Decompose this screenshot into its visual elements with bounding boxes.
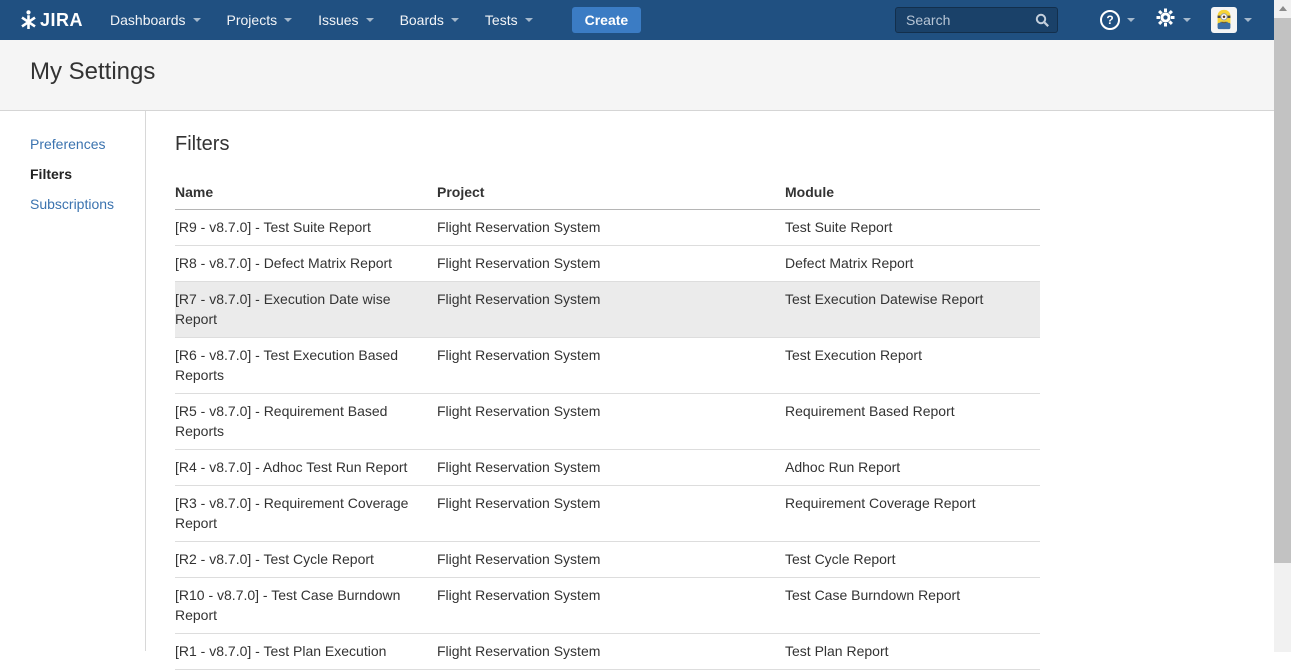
cell-module: Adhoc Run Report <box>785 449 1040 486</box>
create-button[interactable]: Create <box>571 7 642 33</box>
nav-menu-tests[interactable]: Tests <box>472 0 546 40</box>
cell-name: [R7 - v8.7.0] - Execution Date wise Repo… <box>175 281 437 338</box>
cell-name: [R3 - v8.7.0] - Requirement Coverage Rep… <box>175 485 437 542</box>
column-header-project: Project <box>437 180 785 210</box>
nav-menu-boards[interactable]: Boards <box>387 0 472 40</box>
logo-text: JIRA <box>40 9 84 30</box>
cell-name: [R6 - v8.7.0] - Test Execution Based Rep… <box>175 337 437 394</box>
cell-name: [R10 - v8.7.0] - Test Case Burndown Repo… <box>175 577 437 634</box>
gear-icon <box>1155 7 1176 33</box>
chevron-down-icon <box>450 18 459 22</box>
cell-project: Flight Reservation System <box>437 577 785 634</box>
chevron-down-icon <box>1127 18 1135 22</box>
cell-project: Flight Reservation System <box>437 541 785 578</box>
filters-table-body: [R9 - v8.7.0] - Test Suite Report Flight … <box>175 209 1040 670</box>
nav-menu-label: Dashboards <box>110 12 186 28</box>
nav-menu-dashboards[interactable]: Dashboards <box>97 0 214 40</box>
cell-project: Flight Reservation System <box>437 281 785 338</box>
nav-menu-label: Issues <box>318 12 359 28</box>
filters-panel: Filters Name Project Module [R9 - v8.7.0… <box>146 111 1274 670</box>
table-row[interactable]: [R8 - v8.7.0] - Defect Matrix Report Flig… <box>175 245 1040 282</box>
cell-project: Flight Reservation System <box>437 209 785 246</box>
sidebar-item-preferences[interactable]: Preferences <box>30 136 106 152</box>
filters-table: Name Project Module [R9 - v8.7.0] - Test… <box>175 180 1040 670</box>
cell-module: Defect Matrix Report <box>785 245 1040 282</box>
table-header-row: Name Project Module <box>175 180 1040 210</box>
nav-menu-projects[interactable]: Projects <box>214 0 306 40</box>
chevron-down-icon <box>284 18 293 22</box>
cell-project: Flight Reservation System <box>437 449 785 486</box>
cell-module: Test Suite Report <box>785 209 1040 246</box>
table-row[interactable]: [R6 - v8.7.0] - Test Execution Based Rep… <box>175 337 1040 394</box>
table-row[interactable]: [R10 - v8.7.0] - Test Case Burndown Repo… <box>175 577 1040 634</box>
sidebar-item-filters[interactable]: Filters <box>30 166 73 182</box>
scroll-up-button[interactable] <box>1274 0 1291 17</box>
jira-charlie-icon <box>20 10 37 30</box>
topbar-right: ? <box>895 7 1274 33</box>
cell-module: Test Case Burndown Report <box>785 577 1040 634</box>
nav-menu-issues[interactable]: Issues <box>305 0 386 40</box>
nav-menu-label: Tests <box>484 12 518 28</box>
cell-module: Test Execution Report <box>785 337 1040 394</box>
chevron-down-icon <box>1244 18 1252 22</box>
cell-module: Test Execution Datewise Report <box>785 281 1040 338</box>
nav-menu-label: Projects <box>226 12 278 28</box>
cell-project: Flight Reservation System <box>437 337 785 394</box>
scroll-up-arrow-icon <box>1278 6 1287 11</box>
chevron-down-icon <box>1183 18 1191 22</box>
avatar <box>1211 7 1237 33</box>
user-menu[interactable] <box>1211 7 1252 33</box>
chevron-down-icon <box>524 18 533 22</box>
cell-module: Test Cycle Report <box>785 541 1040 578</box>
settings-menu[interactable] <box>1155 7 1191 33</box>
help-glyph: ? <box>1106 13 1114 27</box>
chevron-down-icon <box>192 18 201 22</box>
page-title: My Settings <box>30 58 156 85</box>
top-navigation-bar: JIRA Dashboards Projects Issues Boards T… <box>0 0 1274 40</box>
cell-name: [R2 - v8.7.0] - Test Cycle Report <box>175 541 437 578</box>
table-row[interactable]: [R9 - v8.7.0] - Test Suite Report Flight … <box>175 209 1040 246</box>
cell-name: [R5 - v8.7.0] - Requirement Based Report… <box>175 393 437 450</box>
page-header: My Settings <box>0 40 1274 111</box>
table-row[interactable]: [R7 - v8.7.0] - Execution Date wise Repo… <box>175 281 1040 338</box>
content-area: Preferences Filters Subscriptions Filter… <box>0 111 1274 670</box>
help-menu[interactable]: ? <box>1100 10 1135 30</box>
table-row[interactable]: [R2 - v8.7.0] - Test Cycle Report Flight … <box>175 541 1040 578</box>
vertical-scrollbar[interactable] <box>1274 0 1291 652</box>
help-icon: ? <box>1100 10 1120 30</box>
table-row[interactable]: [R5 - v8.7.0] - Requirement Based Report… <box>175 393 1040 450</box>
table-row[interactable]: [R4 - v8.7.0] - Adhoc Test Run Report Fli… <box>175 449 1040 486</box>
chevron-down-icon <box>365 18 374 22</box>
search-icon[interactable] <box>1035 13 1050 33</box>
sidebar-item-subscriptions[interactable]: Subscriptions <box>30 196 115 212</box>
cell-name: [R4 - v8.7.0] - Adhoc Test Run Report <box>175 449 437 486</box>
cell-name: [R9 - v8.7.0] - Test Suite Report <box>175 209 437 246</box>
cell-project: Flight Reservation System <box>437 393 785 450</box>
jira-logo[interactable]: JIRA <box>20 10 83 31</box>
search-input[interactable] <box>896 8 1057 32</box>
cell-project: Flight Reservation System <box>437 245 785 282</box>
cell-module: Requirement Based Report <box>785 393 1040 450</box>
table-row[interactable]: [R3 - v8.7.0] - Requirement Coverage Rep… <box>175 485 1040 542</box>
search-box <box>895 7 1058 33</box>
column-header-name: Name <box>175 180 437 210</box>
column-header-module: Module <box>785 180 1040 210</box>
section-heading: Filters <box>175 133 230 155</box>
nav-menu-label: Boards <box>399 12 444 28</box>
nav-menus: Dashboards Projects Issues Boards Tests <box>97 0 546 40</box>
cell-module: Requirement Coverage Report <box>785 485 1040 542</box>
cell-project: Flight Reservation System <box>437 485 785 542</box>
scrollbar-thumb[interactable] <box>1274 18 1291 563</box>
cell-name: [R8 - v8.7.0] - Defect Matrix Report <box>175 245 437 282</box>
settings-sidebar: Preferences Filters Subscriptions <box>0 111 146 651</box>
